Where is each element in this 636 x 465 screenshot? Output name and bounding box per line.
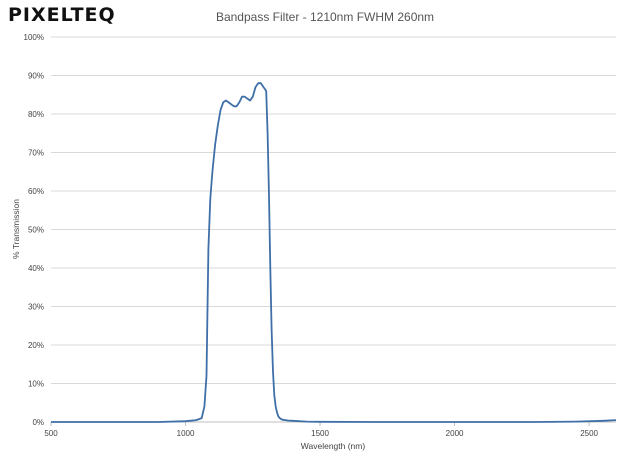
x-tick-label: 2500 xyxy=(580,429,598,438)
y-tick-label: 100% xyxy=(24,33,44,42)
y-tick-label: 40% xyxy=(28,264,44,273)
x-tick-label: 1500 xyxy=(311,429,329,438)
y-tick-labels: 0% 10% 20% 30% 40% 50% 60% 70% 80% 90% 100% xyxy=(24,33,44,427)
x-tick-labels: 500 1000 1500 2000 2500 xyxy=(44,422,599,438)
y-tick-label: 20% xyxy=(28,341,44,350)
x-tick-label: 500 xyxy=(44,429,58,438)
x-axis-title: Wavelength (nm) xyxy=(301,441,366,451)
y-tick-label: 0% xyxy=(32,418,44,427)
series-line xyxy=(51,82,617,423)
x-tick-label: 1000 xyxy=(177,429,195,438)
chart-title: Bandpass Filter - 1210nm FWHM 260nm xyxy=(216,10,434,24)
y-tick-label: 30% xyxy=(28,303,44,312)
x-tick-label: 2000 xyxy=(446,429,464,438)
y-tick-label: 70% xyxy=(28,149,44,158)
logo-text: PIXELTEQ xyxy=(8,4,116,26)
y-tick-label: 80% xyxy=(28,110,44,119)
y-axis-title: % Transmission xyxy=(11,199,21,259)
y-tick-label: 10% xyxy=(28,380,44,389)
logo: PIXELTEQ xyxy=(8,4,116,26)
y-tick-label: 60% xyxy=(28,187,44,196)
grid xyxy=(51,36,616,384)
y-tick-label: 90% xyxy=(28,72,44,81)
y-tick-label: 50% xyxy=(28,226,44,235)
